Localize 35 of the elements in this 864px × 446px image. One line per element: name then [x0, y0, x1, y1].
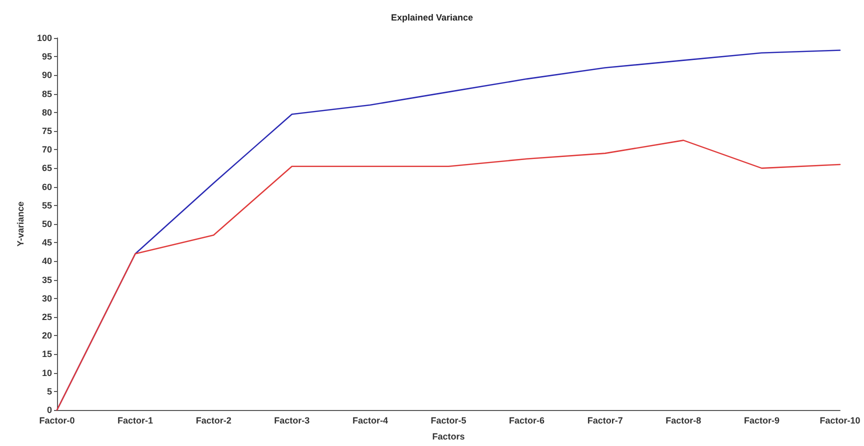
x-axis-title: Factors	[432, 432, 465, 442]
x-tick-label: Factor-10	[820, 416, 860, 426]
y-tick-label: 35	[42, 274, 52, 285]
y-tick-label: 0	[46, 405, 52, 415]
x-tick-label: Factor-5	[430, 416, 466, 426]
x-tick-label: Factor-6	[509, 416, 545, 426]
y-tick-label: 40	[42, 256, 52, 266]
x-tick-label: Factor-8	[666, 416, 702, 426]
y-tick-label: 100	[36, 33, 52, 43]
x-tick-label: Factor-3	[274, 416, 310, 426]
y-tick-label: 70	[42, 144, 52, 155]
x-tick-label: Factor-2	[196, 416, 232, 426]
y-tick-label: 80	[42, 107, 52, 118]
y-tick-label: 5	[46, 386, 52, 396]
y-tick-label: 65	[42, 163, 52, 174]
y-tick-label: 25	[42, 312, 52, 322]
x-tick-label: Factor-4	[352, 416, 388, 426]
y-tick-label: 90	[42, 70, 52, 80]
y-axis-title: Y-variance	[16, 201, 26, 247]
x-tick-label: Factor-9	[744, 416, 780, 426]
y-tick-label: 85	[42, 88, 52, 99]
x-tick-label: Factor-0	[39, 416, 75, 426]
chart-title: Explained Variance	[390, 12, 474, 22]
y-tick-label: 50	[42, 219, 52, 229]
y-tick-label: 75	[42, 126, 52, 136]
y-tick-label: 60	[42, 182, 52, 192]
y-tick-label: 55	[42, 200, 52, 210]
x-tick-label: Factor-1	[118, 416, 154, 426]
y-tick-label: 10	[42, 368, 52, 378]
y-tick-label: 20	[42, 330, 52, 341]
y-tick-label: 30	[42, 293, 52, 304]
y-tick-label: 15	[42, 349, 52, 360]
y-tick-label: 45	[42, 238, 52, 248]
x-tick-label: Factor-7	[587, 416, 623, 426]
y-tick-label: 95	[42, 52, 52, 62]
